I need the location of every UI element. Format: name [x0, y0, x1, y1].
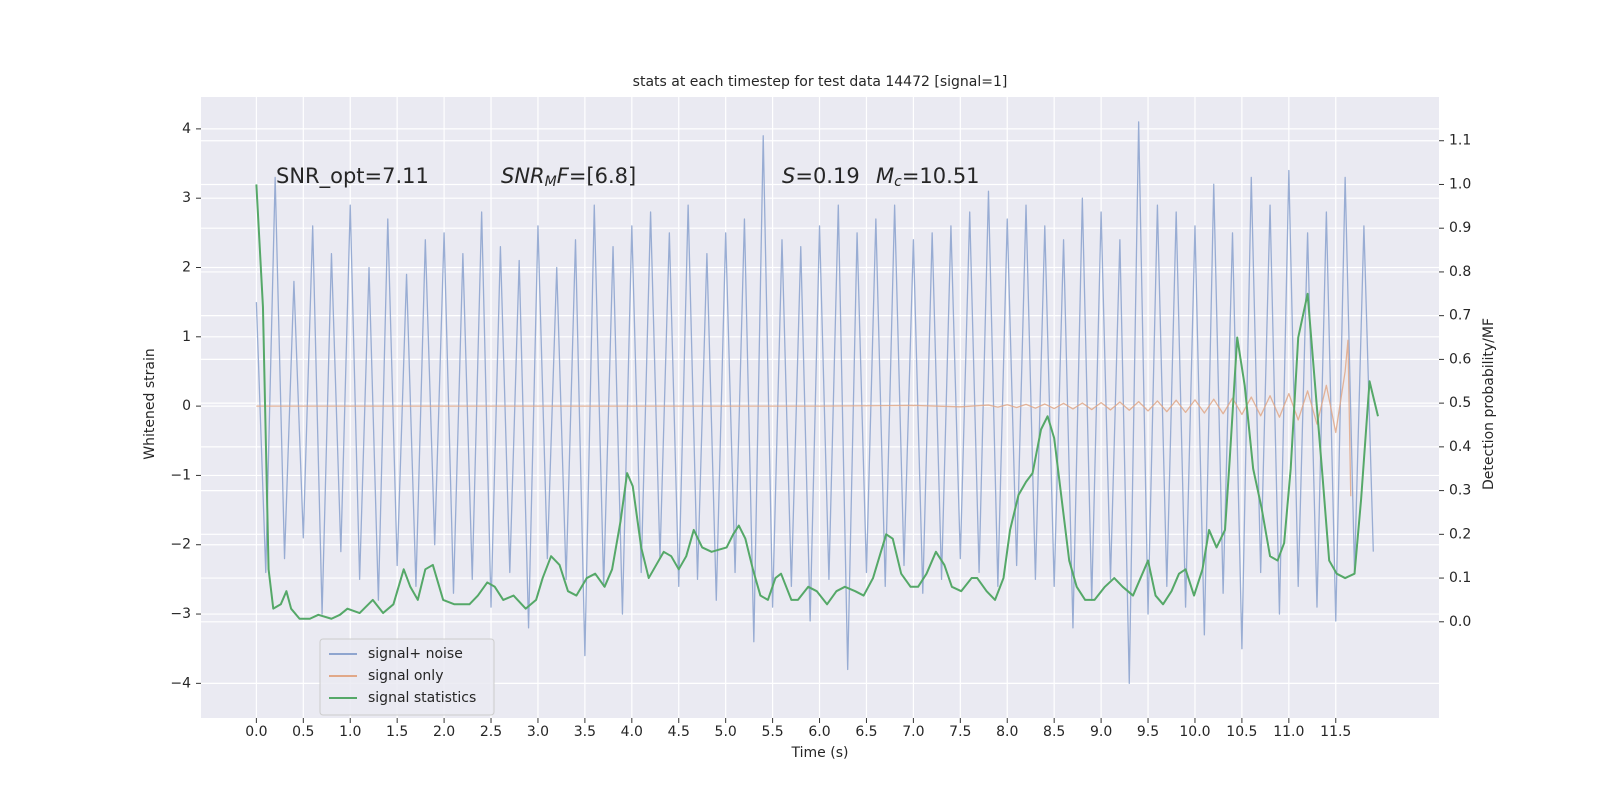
annotation: Mc=10.51 — [876, 164, 980, 190]
y-tick-label: 2 — [182, 259, 191, 275]
y2-tick-label: 0.8 — [1449, 264, 1471, 280]
legend-label: signal+ noise — [368, 646, 463, 662]
y2-tick-label: 0.0 — [1449, 614, 1471, 630]
annotation: SNR_opt=7.11 — [276, 164, 429, 189]
x-tick-label: 11.5 — [1320, 724, 1351, 740]
annotation: S=0.19 — [782, 164, 860, 188]
x-axis-label: Time (s) — [791, 745, 849, 761]
x-tick-label: 4.0 — [621, 724, 643, 740]
x-tick-label: 4.5 — [668, 724, 690, 740]
labels: 0.0 0.5 1.0 1.5 2.0 2.5 3.0 3.5 4.0 4.5 5.0 5.5 6.0 6… — [170, 121, 1471, 740]
y2-tick-label: 0.6 — [1449, 351, 1471, 367]
annotation-part: M — [876, 164, 894, 188]
y2-axis-label: Detection probability/MF — [1481, 318, 1497, 490]
y-tick-label: −4 — [170, 675, 191, 691]
legend: signal+ noise signal only signal statistic… — [319, 638, 495, 716]
x-tick-label: 10.5 — [1226, 724, 1257, 740]
annotation-part: c — [894, 174, 902, 190]
annotation-part: F — [557, 164, 570, 188]
x-tick-label: 1.5 — [386, 724, 408, 740]
series-line — [256, 339, 1352, 497]
x-tick-label: 5.0 — [715, 724, 737, 740]
annotation-part: =[6.8] — [569, 164, 636, 188]
annotation-part: =10.51 — [902, 164, 980, 188]
y2-tick-label: 0.2 — [1449, 526, 1471, 542]
x-tick-label: 3.0 — [527, 724, 549, 740]
x-tick-label: 0.5 — [292, 724, 314, 740]
x-tick-label: 7.0 — [902, 724, 924, 740]
annotation-part: M — [545, 174, 557, 190]
y-tick-label: −3 — [170, 606, 191, 622]
y-tick-label: 4 — [182, 121, 191, 137]
y-tick-label: −2 — [170, 537, 191, 553]
x-tick-label: 5.5 — [761, 724, 783, 740]
annotation-part: S — [782, 164, 795, 188]
y2-tick-label: 1.0 — [1449, 176, 1471, 192]
x-tick-label: 9.5 — [1137, 724, 1159, 740]
x-tick-label: 2.5 — [480, 724, 502, 740]
x-tick-label: 9.0 — [1090, 724, 1112, 740]
x-tick-label: 11.0 — [1273, 724, 1304, 740]
legend-box — [319, 638, 495, 716]
marks — [255, 121, 1379, 684]
x-tick-label: 8.0 — [996, 724, 1018, 740]
y2-tick-label: 0.7 — [1449, 308, 1471, 324]
legend-label: signal statistics — [368, 690, 476, 706]
x-tick-label: 6.0 — [808, 724, 830, 740]
y-tick-label: −1 — [170, 467, 191, 483]
annotation-part: SNR_opt=7.11 — [276, 164, 429, 189]
y-tick-label: 3 — [182, 190, 191, 206]
x-tick-label: 0.0 — [245, 724, 267, 740]
x-tick-label: 3.5 — [574, 724, 596, 740]
y2-tick-label: 0.5 — [1449, 395, 1471, 411]
y-tick-label: 0 — [182, 398, 191, 414]
y2-tick-label: 0.4 — [1449, 439, 1471, 455]
annotation-part: =0.19 — [795, 164, 859, 188]
annotation: SNRMF=[6.8] — [501, 164, 636, 190]
y-axis-label: Whitened strain — [142, 348, 158, 459]
series-line — [255, 184, 1379, 620]
x-tick-label: 8.5 — [1043, 724, 1065, 740]
x-tick-label: 2.0 — [433, 724, 455, 740]
chart-title: stats at each timestep for test data 144… — [633, 74, 1008, 90]
y2-tick-label: 0.3 — [1449, 483, 1471, 499]
y2-tick-label: 0.9 — [1449, 220, 1471, 236]
x-tick-label: 1.0 — [339, 724, 361, 740]
y2-tick-label: 0.1 — [1449, 570, 1471, 586]
x-tick-label: 7.5 — [949, 724, 971, 740]
y-tick-label: 1 — [182, 329, 191, 345]
series-line — [255, 121, 1374, 684]
x-tick-label: 6.5 — [855, 724, 877, 740]
annotation-part: SNR — [501, 164, 545, 188]
legend-label: signal only — [368, 668, 443, 684]
y2-tick-label: 1.1 — [1449, 133, 1471, 149]
x-tick-label: 10.0 — [1179, 724, 1210, 740]
